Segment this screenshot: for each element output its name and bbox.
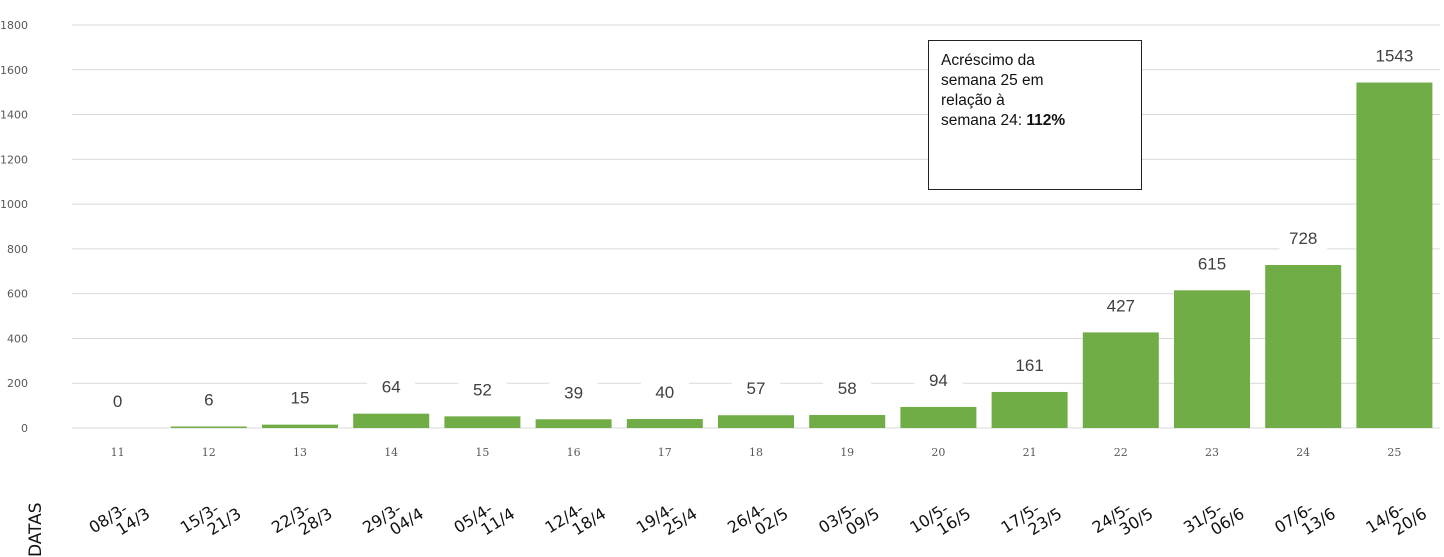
bar <box>809 415 886 428</box>
week-label: 17 <box>658 446 672 459</box>
week-label: 22 <box>1114 446 1128 459</box>
data-label-background <box>1188 253 1236 276</box>
data-label-background <box>823 378 872 401</box>
week-label: 20 <box>931 446 945 459</box>
data-label: 57 <box>747 379 766 398</box>
data-label: 64 <box>382 378 401 397</box>
data-label-background <box>367 376 416 399</box>
date-range-label: 03/5-09/5 <box>815 499 883 539</box>
data-label: 427 <box>1107 296 1135 315</box>
date-range-label: 24/5-30/5 <box>1089 499 1157 539</box>
data-label: 39 <box>564 383 583 402</box>
data-label: 615 <box>1198 254 1226 273</box>
annotation-line-1: Acréscimo da <box>941 52 1035 69</box>
data-label: 15 <box>291 389 310 408</box>
bar <box>991 391 1068 428</box>
data-label-background <box>914 369 963 392</box>
y-tick-label: 1000 <box>0 198 28 211</box>
bar <box>535 419 612 428</box>
data-label-background <box>732 378 780 401</box>
y-axis-ticks: 0 200 400 600 800 1000 1200 1400 1600 1800 <box>0 19 28 435</box>
x-axis-week-labels: 11 12 13 14 15 16 17 18 19 20 21 22 23 24 25 <box>111 446 1402 459</box>
date-range-label: 17/5-23/5 <box>998 499 1066 539</box>
bar <box>900 406 977 428</box>
y-tick-label: 1200 <box>0 153 28 166</box>
bars <box>170 82 1433 429</box>
gridlines <box>72 24 1440 429</box>
week-label: 11 <box>111 446 125 459</box>
data-label-background <box>1370 45 1419 68</box>
week-label: 25 <box>1387 446 1401 459</box>
bar <box>262 424 338 428</box>
bar <box>444 416 521 428</box>
bar <box>718 415 794 428</box>
bar <box>1174 290 1250 428</box>
date-range-labels: 08/3-14/3 15/3-21/3 22/3-28/3 29/3-04/4 05/4… <box>86 499 1430 539</box>
data-label-background <box>276 387 324 410</box>
annotation-line-3: relação à <box>941 92 1005 109</box>
data-label-background <box>1005 354 1054 377</box>
week-label: 24 <box>1296 446 1310 459</box>
week-label: 18 <box>749 446 763 459</box>
data-label: 58 <box>838 379 857 398</box>
bar <box>170 426 247 428</box>
date-range-label: 05/4-11/4 <box>450 499 518 539</box>
date-range-label: 08/3-14/3 <box>86 499 154 539</box>
data-label-background <box>1096 295 1145 318</box>
week-label: 13 <box>293 446 307 459</box>
data-label: 6 <box>204 391 213 410</box>
y-tick-label: 400 <box>7 332 28 345</box>
bar <box>1356 82 1433 429</box>
data-label: 40 <box>655 383 674 402</box>
y-tick-label: 1400 <box>0 109 28 122</box>
week-label: 15 <box>475 446 489 459</box>
date-range-label: 07/6-13/6 <box>1271 499 1339 539</box>
date-range-label: 22/3-28/3 <box>268 499 336 539</box>
y-tick-label: 0 <box>21 422 28 435</box>
data-label: 0 <box>113 392 122 411</box>
y-tick-label: 1600 <box>0 64 28 77</box>
y-tick-label: 800 <box>7 243 28 256</box>
data-label-background <box>549 382 598 405</box>
data-label-background <box>1279 228 1328 251</box>
data-label-background <box>184 389 233 412</box>
data-label-background <box>93 391 142 413</box>
annotation-highlight: 112% <box>1026 112 1066 129</box>
data-label-background <box>640 382 689 405</box>
data-label: 52 <box>473 380 492 399</box>
date-range-label: 12/4-18/4 <box>542 499 610 539</box>
bar <box>1265 265 1342 428</box>
date-range-label: 26/4-02/5 <box>724 499 792 539</box>
date-range-label: 29/3-04/4 <box>359 499 427 539</box>
annotation-line-2: semana 25 em <box>941 72 1044 89</box>
y-tick-label: 1800 <box>0 19 28 32</box>
annotation-line-4: semana 24: <box>941 112 1027 129</box>
date-range-label: 14/6-20/6 <box>1362 499 1430 539</box>
data-label: 94 <box>929 371 948 390</box>
date-range-label: 19/4-25/4 <box>633 499 701 539</box>
date-range-label: 15/3-21/3 <box>177 499 245 539</box>
date-range-label: 31/5-06/6 <box>1180 499 1248 539</box>
data-label: 1543 <box>1375 47 1413 66</box>
annotation-box: Acréscimo da semana 25 em relação à sema… <box>928 40 1142 190</box>
y-tick-label: 200 <box>7 377 28 390</box>
week-label: 12 <box>202 446 216 459</box>
week-label: 16 <box>567 446 581 459</box>
week-label: 21 <box>1023 446 1037 459</box>
data-label: 161 <box>1015 356 1043 375</box>
week-label: 23 <box>1205 446 1219 459</box>
dates-axis-label: DATAS <box>26 502 46 557</box>
week-label: 14 <box>384 446 398 459</box>
y-tick-label: 600 <box>7 288 28 301</box>
bar <box>353 413 430 428</box>
week-label: 19 <box>840 446 854 459</box>
data-label: 728 <box>1289 229 1317 248</box>
date-range-label: 10/5-16/5 <box>906 499 974 539</box>
bar <box>1082 332 1159 428</box>
bar <box>626 419 703 428</box>
data-label-background <box>458 379 507 402</box>
